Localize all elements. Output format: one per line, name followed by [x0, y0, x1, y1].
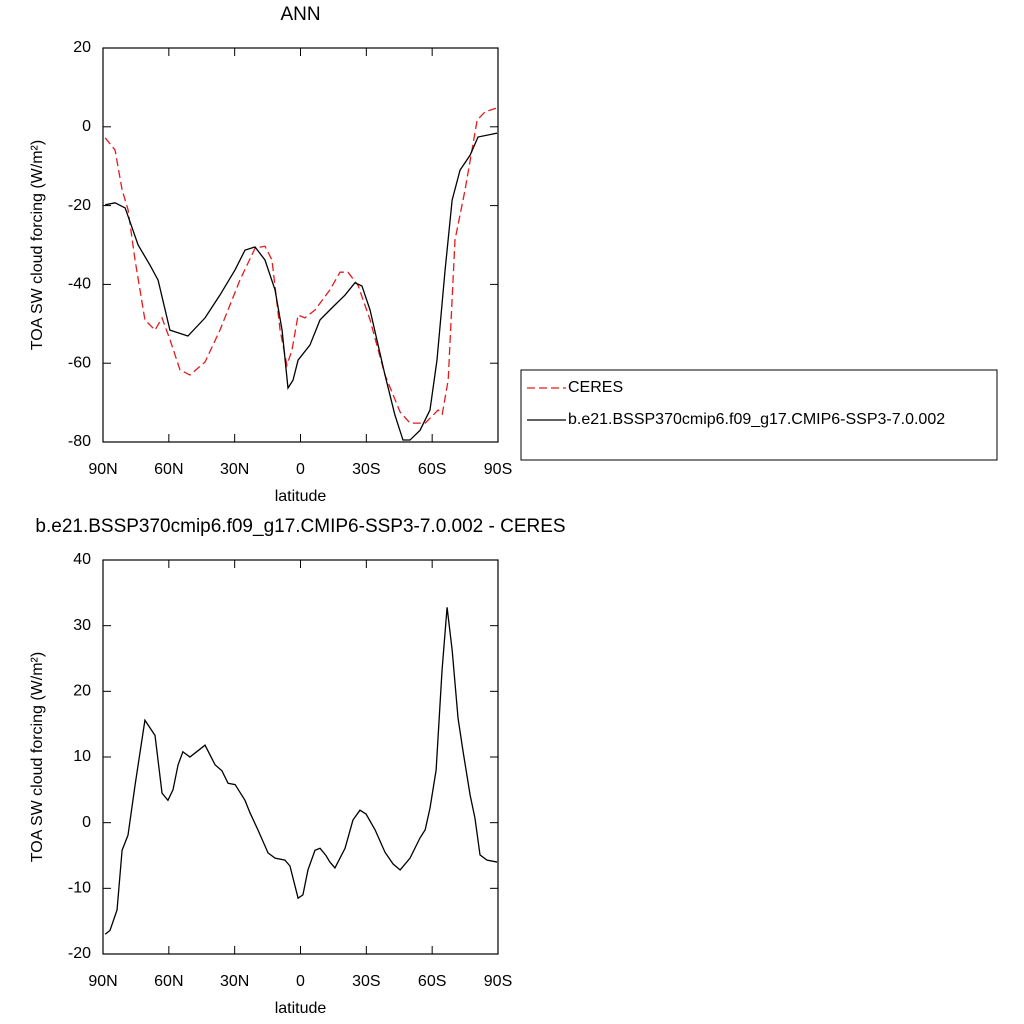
data-line [104, 607, 498, 935]
y-tick-label: -80 [68, 433, 91, 450]
plot-frame [102, 559, 499, 955]
y-tick-label: -10 [68, 880, 91, 897]
y-tick-label: -60 [68, 354, 91, 371]
data-line [105, 132, 498, 441]
x-tick-label: 60N [154, 973, 183, 990]
y-tick-label: -40 [68, 276, 91, 293]
x-axis-label: latitude [275, 1000, 327, 1017]
y-tick-label: -20 [68, 945, 91, 962]
x-tick-label: 0 [296, 973, 305, 990]
plot: ANN latitude TOA SW cloud forcing (W/m²) -8… [29, 4, 998, 505]
y-axis-label: TOA SW cloud forcing (W/m²) [29, 140, 46, 350]
y-tick-label: 0 [82, 118, 91, 135]
y-tick-label: 0 [82, 814, 91, 831]
x-tick-label: 0 [296, 461, 305, 478]
x-axis-label: latitude [275, 488, 327, 505]
y-axis-label: TOA SW cloud forcing (W/m²) [29, 652, 46, 862]
x-tick-label: 30S [352, 973, 380, 990]
legend-label: b.e21.BSSP370cmip6.f09_g17.CMIP6-SSP3-7.… [568, 411, 945, 428]
chart-title: b.e21.BSSP370cmip6.f09_g17.CMIP6-SSP3-7.… [35, 516, 565, 537]
x-tick-label: 30N [220, 973, 249, 990]
x-tick-label: 30N [220, 461, 249, 478]
x-tick-label: 90S [484, 973, 512, 990]
y-tick-label: 30 [73, 617, 91, 634]
y-tick-label: -20 [68, 197, 91, 214]
x-tick-label: 60S [418, 973, 446, 990]
y-tick-label: 20 [73, 39, 91, 56]
x-tick-label: 60N [154, 461, 183, 478]
x-tick-label: 30S [352, 461, 380, 478]
plot: b.e21.BSSP370cmip6.f09_g17.CMIP6-SSP3-7.… [29, 516, 565, 1017]
x-tick-label: 60S [418, 461, 446, 478]
y-tick-label: 20 [73, 683, 91, 700]
x-tick-label: 90N [88, 973, 117, 990]
x-tick-label: 90S [484, 461, 512, 478]
y-tick-label: 10 [73, 748, 91, 765]
chart-title: ANN [280, 4, 320, 25]
plot-frame [102, 47, 499, 443]
legend-label: CERES [568, 379, 623, 396]
legend-box [520, 369, 998, 461]
x-tick-label: 90N [88, 461, 117, 478]
data-line [104, 107, 498, 424]
legend: CERES b.e21.BSSP370cmip6.f09_g17.CMIP6-SS… [520, 369, 998, 461]
y-tick-label: 40 [73, 551, 91, 568]
